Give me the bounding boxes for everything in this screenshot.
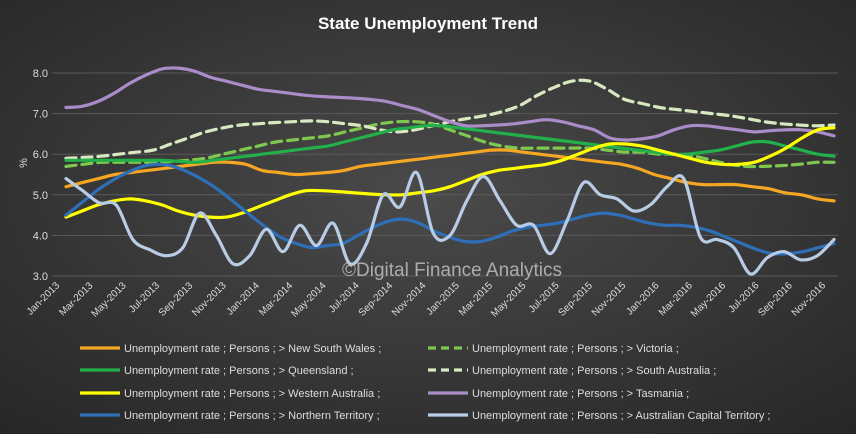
legend-label-0: Unemployment rate ; Persons ; > New Sout… — [124, 343, 381, 355]
series-line-1 — [64, 119, 836, 169]
legend-label-2: Unemployment rate ; Persons ; > Queensla… — [124, 365, 354, 377]
legend-label-3: Unemployment rate ; Persons ; > South Au… — [472, 365, 716, 377]
series-line-0 — [64, 148, 836, 203]
legend-label-7: Unemployment rate ; Persons ; > Australi… — [472, 410, 770, 422]
series-line-7 — [64, 170, 836, 276]
legend: Unemployment rate ; Persons ; > New Sout… — [80, 343, 770, 422]
y-tick-label: 5.0 — [33, 190, 48, 202]
y-axis-label: % — [18, 158, 30, 168]
y-tick-label: 3.0 — [33, 271, 48, 283]
series-line-2 — [64, 123, 836, 164]
watermark: ©Digital Finance Analytics — [342, 260, 562, 281]
chart-title: State Unemployment Trend — [318, 14, 538, 33]
y-tick-label: 6.0 — [33, 149, 48, 161]
series-lines — [64, 66, 836, 276]
legend-label-4: Unemployment rate ; Persons ; > Western … — [124, 388, 380, 400]
legend-label-5: Unemployment rate ; Persons ; > Tasmania… — [472, 388, 689, 400]
legend-label-1: Unemployment rate ; Persons ; > Victoria… — [472, 343, 679, 355]
legend-label-6: Unemployment rate ; Persons ; > Northern… — [124, 410, 380, 422]
y-axis: 8.0 7.0 6.0 5.0 4.0 3.0 — [33, 68, 48, 283]
y-tick-label: 7.0 — [33, 109, 48, 121]
y-tick-label: 4.0 — [33, 230, 48, 242]
y-tick-label: 8.0 — [33, 68, 48, 80]
series-line-4 — [64, 126, 836, 220]
series-line-5 — [64, 66, 836, 142]
gridlines — [52, 72, 838, 277]
